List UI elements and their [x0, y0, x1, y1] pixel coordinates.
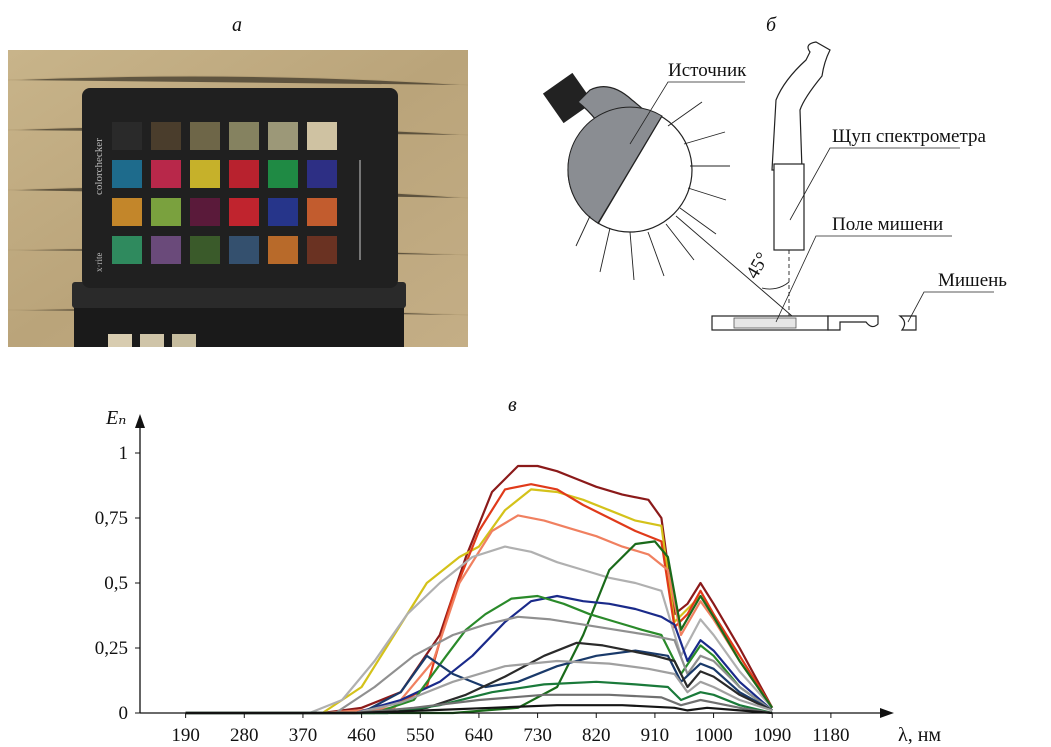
spectrometer-probe	[771, 41, 831, 251]
lamp-socket	[542, 72, 594, 124]
target-label: Мишень	[938, 270, 1007, 291]
color-patch	[229, 122, 259, 150]
spectrum-line	[185, 594, 773, 715]
x-tick-label: 460	[347, 725, 376, 746]
y-tick-label: 0,75	[95, 508, 128, 529]
spectrum-line	[185, 641, 773, 715]
light-rays	[575, 101, 793, 317]
y-axis-label: Eₙ	[105, 407, 126, 429]
y-tick-group: 0 0,25 0,5 0,75 1	[95, 443, 140, 724]
color-patch	[268, 236, 298, 264]
color-patch	[229, 236, 259, 264]
color-patch	[112, 160, 142, 188]
color-patch	[307, 160, 337, 188]
measurement-diagram: 45° Источник Щуп спектрометра Поле мишен…	[542, 41, 1007, 331]
spectrum-line	[185, 514, 774, 715]
spectrum-line	[185, 704, 773, 715]
x-tick-label: 1000	[695, 725, 733, 746]
color-patch	[229, 198, 259, 226]
colorchecker-photo: colorchecker x·rite	[8, 50, 468, 347]
x-tick-label: 550	[406, 725, 435, 746]
y-axis-arrow-icon	[135, 414, 145, 428]
spectrum-line	[185, 464, 774, 715]
color-patch	[268, 160, 298, 188]
angle-arc	[761, 281, 790, 290]
color-patch	[112, 122, 142, 150]
color-patch	[151, 122, 181, 150]
y-tick-label: 1	[119, 443, 129, 464]
checker-brand-text: colorchecker	[93, 138, 105, 195]
panel-label-b: б	[766, 14, 777, 36]
color-patch	[151, 198, 181, 226]
spectrum-line	[185, 615, 773, 715]
x-tick-label: 730	[523, 725, 552, 746]
x-axis-arrow-icon	[880, 708, 894, 718]
spectra-chart: 190 280 370 460 550 640 730 820 910 1000 1090 1180 …	[95, 407, 942, 746]
lamp-source	[542, 72, 693, 233]
chart-series-group	[185, 464, 774, 715]
color-patch	[190, 160, 220, 188]
y-tick-label: 0,25	[95, 638, 128, 659]
target-plate	[711, 315, 917, 331]
source-label: Источник	[668, 60, 747, 81]
leader-lines	[629, 81, 994, 323]
color-patch	[307, 236, 337, 264]
color-patch	[151, 236, 181, 264]
checker-maker-text: x·rite	[94, 253, 104, 273]
y-tick-label: 0	[119, 703, 129, 724]
color-patch	[268, 198, 298, 226]
lower-patch-3	[172, 334, 196, 347]
color-patch	[190, 236, 220, 264]
spectrum-line	[185, 693, 773, 715]
spectrum-line	[185, 659, 773, 715]
color-patch	[151, 160, 181, 188]
spectrum-line	[185, 540, 774, 715]
x-tick-label: 190	[171, 725, 200, 746]
color-patch	[112, 198, 142, 226]
color-patch	[268, 122, 298, 150]
color-patch	[112, 236, 142, 264]
x-tick-label: 910	[641, 725, 670, 746]
probe-label: Щуп спектрометра	[832, 126, 986, 147]
color-patch	[229, 160, 259, 188]
chart-axes	[135, 414, 894, 718]
target-piece	[898, 315, 917, 331]
x-tick-label: 820	[582, 725, 611, 746]
panel-label-a: а	[232, 14, 242, 36]
x-tick-label: 370	[289, 725, 318, 746]
x-tick-group: 190 280 370 460 550 640 730 820 910 1000 1090 1180	[171, 713, 850, 746]
y-tick-label: 0,5	[104, 573, 128, 594]
x-tick-label: 1180	[812, 725, 849, 746]
spectrum-line	[185, 545, 774, 715]
x-tick-label: 640	[465, 725, 494, 746]
panel-label-c: в	[508, 394, 517, 416]
color-patch	[307, 198, 337, 226]
color-patch-grid	[112, 122, 337, 264]
field-label: Поле мишени	[832, 214, 943, 235]
lower-patch-2	[140, 334, 164, 347]
spectrum-line	[185, 594, 773, 715]
lower-patch-1	[108, 334, 132, 347]
checker-hinge	[72, 282, 406, 308]
color-patch	[190, 198, 220, 226]
x-tick-label: 1090	[753, 725, 791, 746]
color-patch	[307, 122, 337, 150]
x-axis-label: λ, нм	[898, 724, 941, 746]
color-patch	[190, 122, 220, 150]
x-tick-label: 280	[230, 725, 259, 746]
